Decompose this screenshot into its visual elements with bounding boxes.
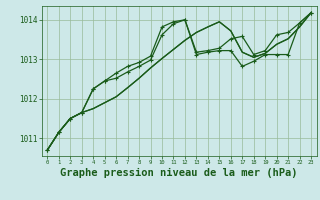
X-axis label: Graphe pression niveau de la mer (hPa): Graphe pression niveau de la mer (hPa) [60, 168, 298, 178]
